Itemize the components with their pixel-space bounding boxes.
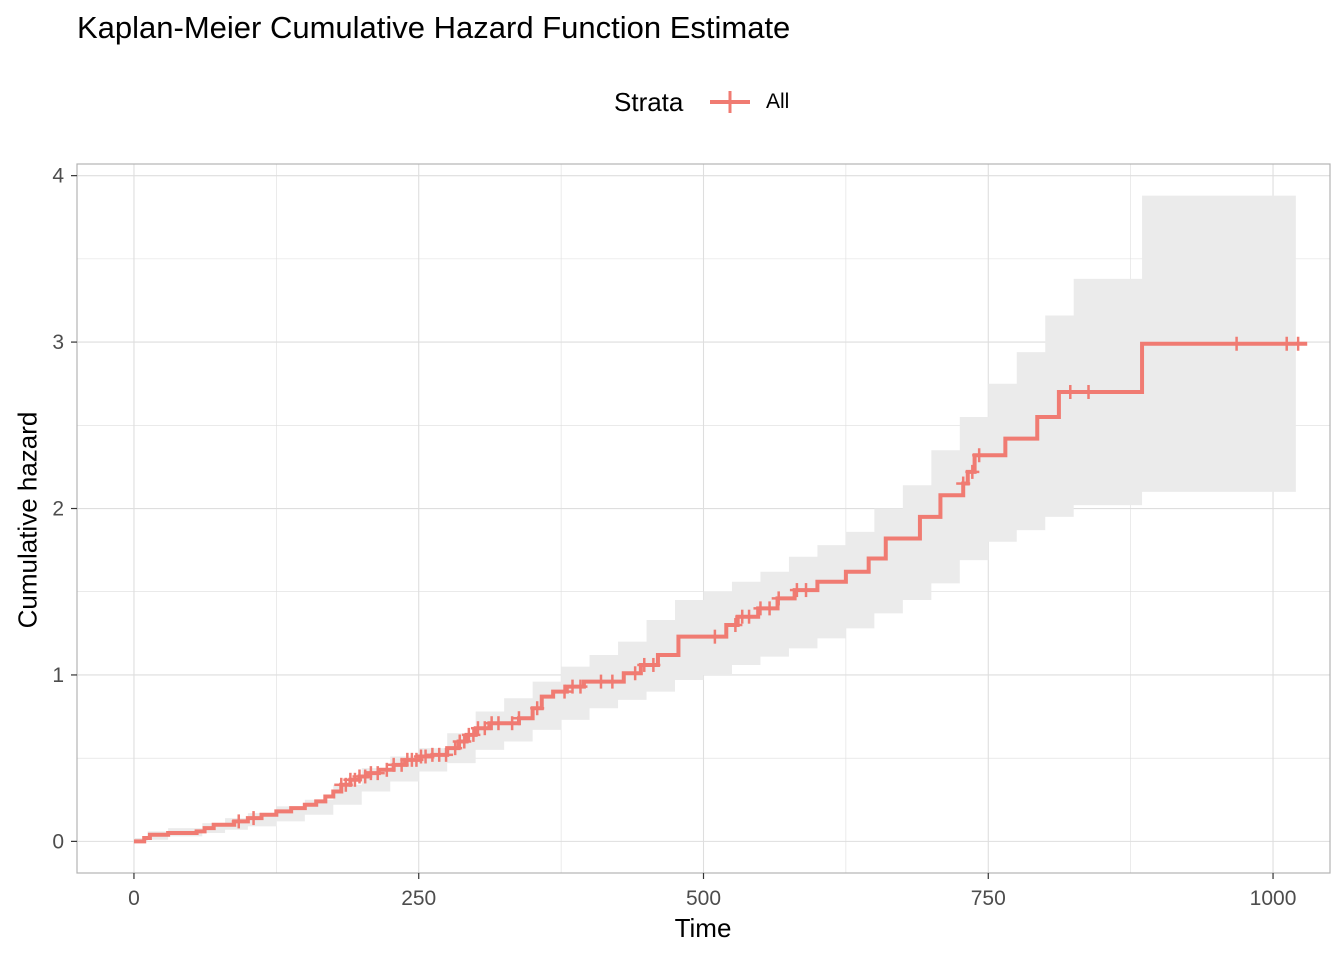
censor-mark: [418, 749, 433, 764]
chart-title: Kaplan-Meier Cumulative Hazard Function …: [77, 10, 791, 45]
y-tick-label: 3: [52, 331, 64, 354]
censor-mark: [628, 666, 643, 681]
censor-mark: [605, 674, 620, 689]
x-axis-title: Time: [674, 913, 732, 943]
legend-key-all: [710, 91, 750, 113]
censor-mark: [728, 618, 743, 633]
x-tick-label: 250: [401, 887, 436, 910]
censor-mark: [246, 811, 261, 826]
censor-mark: [1229, 336, 1244, 351]
censor-mark: [573, 679, 588, 694]
censor-mark: [707, 629, 722, 644]
censor-mark: [646, 657, 661, 672]
censor-mark: [742, 609, 757, 624]
y-tick-label: 4: [52, 165, 64, 188]
legend-title: Strata: [614, 87, 684, 117]
censor-mark: [1081, 385, 1096, 400]
censor-mark: [965, 464, 980, 479]
censor-mark: [1063, 385, 1078, 400]
censor-mark: [771, 591, 786, 606]
censor-mark: [530, 701, 545, 716]
censor-mark: [1291, 336, 1306, 351]
x-tick-label: 1000: [1250, 887, 1297, 910]
censor-mark: [799, 583, 814, 598]
censor-mark: [557, 684, 572, 699]
censor-mark: [956, 476, 971, 491]
censor-mark: [762, 601, 777, 616]
y-tick-label: 2: [52, 498, 64, 521]
censor-mark: [439, 747, 454, 762]
censor-mark: [511, 711, 526, 726]
y-tick-label: 1: [52, 664, 64, 687]
censor-mark: [231, 814, 246, 829]
confidence-band: [133, 195, 1296, 842]
legend: Strata All: [0, 84, 1344, 120]
y-axis-title: Cumulative hazard: [12, 411, 43, 629]
censor-mark: [370, 766, 385, 781]
censor-mark: [491, 716, 506, 731]
y-tick-label: 0: [52, 830, 64, 853]
x-tick-label: 0: [128, 887, 140, 910]
censor-mark: [972, 448, 987, 463]
x-tick-label: 750: [971, 887, 1006, 910]
series-line-all: [133, 341, 1308, 844]
x-tick-label: 500: [686, 887, 721, 910]
legend-label-all: All: [766, 90, 790, 113]
